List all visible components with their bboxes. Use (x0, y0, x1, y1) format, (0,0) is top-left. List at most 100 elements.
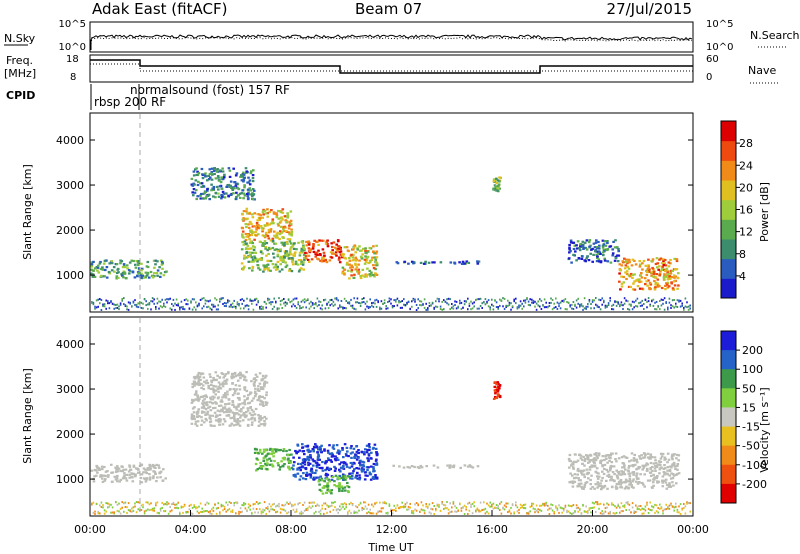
scatter-cell (283, 456, 286, 459)
scatter-cell (350, 465, 354, 468)
scatter-cell (194, 420, 198, 423)
scatter-cell (279, 448, 282, 452)
scatter-cell (531, 301, 533, 304)
scatter-cell (660, 304, 663, 307)
scatter-cell (113, 475, 117, 478)
scatter-cell (244, 243, 247, 246)
scatter-cell (637, 477, 640, 480)
scatter-cell (113, 307, 115, 310)
y-tick-label: 1000 (56, 473, 84, 486)
scatter-cell (244, 238, 248, 242)
scatter-cell (195, 398, 199, 401)
scatter-cell (632, 486, 635, 489)
scatter-cell (401, 501, 403, 504)
scatter-cell (636, 297, 639, 300)
scatter-cell (610, 475, 613, 478)
scatter-cell (94, 307, 96, 310)
scatter-cell (307, 298, 309, 301)
scatter-cell (540, 299, 543, 302)
scatter-cell (259, 403, 262, 406)
scatter-cell (653, 456, 657, 459)
scatter-cell (630, 264, 634, 267)
scatter-cell (615, 304, 618, 307)
scatter-cell (135, 303, 138, 306)
scatter-cell (222, 376, 225, 379)
scatter-cell (595, 303, 597, 306)
scatter-cell (275, 234, 279, 237)
scatter-cell (231, 401, 235, 404)
scatter-cell (222, 411, 226, 414)
scatter-cell (246, 510, 248, 513)
scatter-cell (319, 259, 322, 262)
scatter-cell (579, 508, 581, 511)
scatter-cell (233, 371, 237, 375)
scatter-cell (246, 398, 249, 401)
scatter-cell (154, 472, 157, 475)
scatter-cell (298, 456, 301, 459)
scatter-cell (518, 304, 520, 307)
scatter-cell (257, 424, 261, 427)
scatter-cell (172, 304, 175, 307)
scatter-cell (164, 298, 167, 301)
scatter-cell (618, 268, 622, 272)
scatter-cell (193, 417, 196, 421)
scatter-cell (292, 254, 295, 257)
scatter-cell (577, 297, 579, 300)
freq-panel-frame (89, 54, 694, 83)
scatter-cell (360, 450, 364, 453)
scatter-cell (620, 275, 623, 278)
scatter-cell (508, 303, 511, 306)
scatter-cell (197, 408, 201, 411)
scatter-cell (580, 257, 584, 260)
scatter-cell (675, 302, 677, 305)
scatter-cell (355, 266, 359, 269)
scatter-cell (327, 458, 331, 462)
scatter-cell (219, 181, 223, 184)
scatter-cell (498, 384, 502, 387)
scatter-cell (596, 486, 599, 489)
scatter-cell (130, 476, 134, 479)
scatter-cell (645, 271, 649, 274)
scatter-cell (283, 458, 286, 461)
scatter-cell (235, 307, 237, 310)
scatter-cell (543, 502, 546, 505)
scatter-cell (479, 510, 482, 513)
scatter-cell (305, 509, 307, 511)
scatter-cell (417, 298, 419, 301)
scatter-cell (332, 509, 335, 511)
scatter-cell (419, 464, 423, 468)
scatter-cell (447, 508, 450, 511)
scatter-cell (259, 502, 261, 504)
scatter-cell (575, 460, 578, 464)
velocity-colorbar-tick-label: -100 (742, 459, 767, 472)
scatter-cell (576, 240, 580, 243)
scatter-cell (655, 257, 659, 260)
scatter-cell (505, 505, 507, 508)
scatter-cell (662, 512, 664, 515)
scatter-cell (259, 461, 262, 465)
scatter-cell (666, 473, 670, 476)
scatter-cell (580, 512, 583, 515)
scatter-cell (484, 512, 487, 515)
scatter-cell (550, 297, 552, 300)
scatter-cell (382, 501, 384, 504)
scatter-cell (593, 299, 595, 302)
scatter-cell (606, 474, 609, 477)
scatter-cell (212, 187, 215, 190)
scatter-cell (628, 308, 631, 311)
scatter-cell (289, 502, 291, 505)
scatter-cell (367, 443, 371, 446)
scatter-cell (201, 507, 203, 510)
scatter-cell (457, 305, 459, 308)
scatter-cell (342, 306, 344, 309)
scatter-cell (569, 239, 573, 242)
scatter-cell (388, 300, 391, 303)
scatter-cell (159, 259, 163, 262)
scatter-cell (293, 461, 296, 464)
scatter-cell (655, 504, 658, 507)
scatter-cell (193, 191, 197, 194)
scatter-cell (571, 241, 575, 244)
scatter-cell (526, 512, 528, 515)
scatter-cell (412, 512, 415, 515)
scatter-cell (654, 276, 658, 279)
